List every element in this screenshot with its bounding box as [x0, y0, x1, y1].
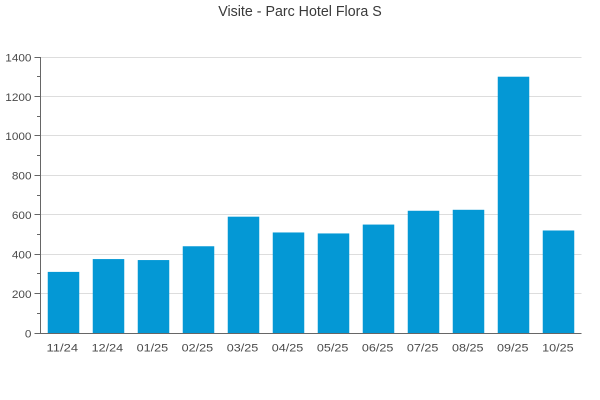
svg-text:06/25: 06/25 [362, 343, 394, 355]
svg-text:10/25: 10/25 [542, 343, 574, 355]
svg-text:01/25: 01/25 [137, 343, 169, 355]
svg-text:1400: 1400 [5, 52, 31, 64]
svg-text:05/25: 05/25 [317, 343, 349, 355]
svg-text:800: 800 [12, 171, 32, 183]
svg-text:07/25: 07/25 [407, 343, 439, 355]
svg-text:0: 0 [25, 328, 32, 340]
svg-text:11/24: 11/24 [47, 343, 79, 355]
svg-text:Visite - Parc Hotel Flora S: Visite - Parc Hotel Flora S [218, 4, 382, 20]
svg-text:02/25: 02/25 [182, 343, 214, 355]
svg-text:200: 200 [12, 289, 32, 301]
svg-text:1200: 1200 [5, 92, 31, 104]
svg-text:09/25: 09/25 [497, 343, 529, 355]
svg-text:1000: 1000 [5, 131, 31, 143]
svg-text:400: 400 [12, 249, 32, 261]
svg-text:08/25: 08/25 [452, 343, 484, 355]
svg-text:12/24: 12/24 [92, 343, 124, 355]
svg-text:03/25: 03/25 [227, 343, 259, 355]
svg-text:04/25: 04/25 [272, 343, 304, 355]
svg-text:600: 600 [12, 210, 32, 222]
